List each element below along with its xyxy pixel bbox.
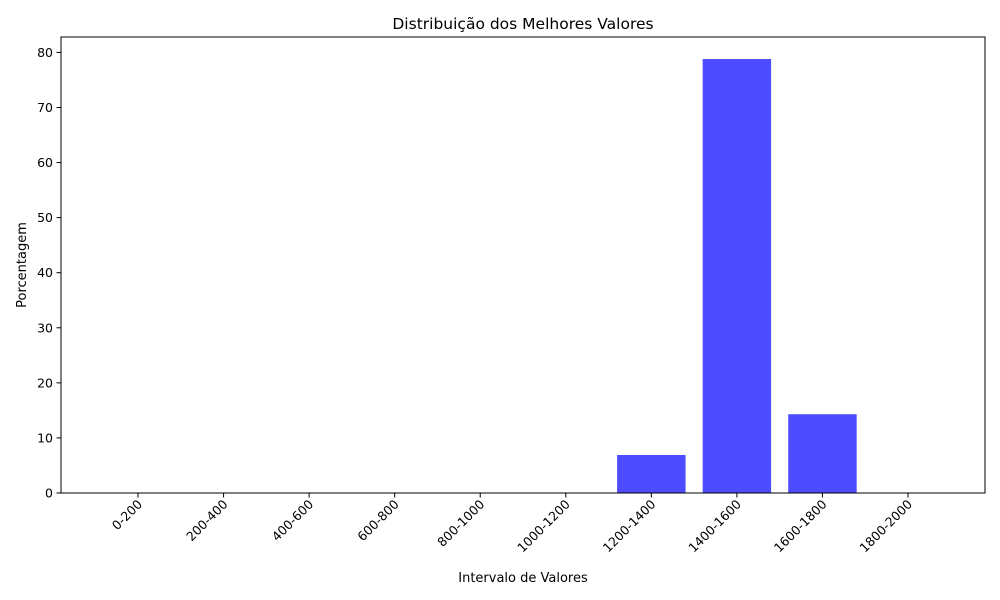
x-tick-label-1200-1400: 1200-1400 — [600, 496, 659, 555]
y-tick-label-70: 70 — [37, 100, 53, 115]
y-tick-label-60: 60 — [37, 155, 53, 170]
y-tick-label-80: 80 — [37, 45, 53, 60]
x-tick-label-1400-1600: 1400-1600 — [685, 496, 744, 555]
y-axis-label: Porcentagem — [15, 222, 30, 308]
y-axis: 0 10 20 30 40 50 60 70 80 — [37, 45, 61, 501]
y-tick-label-50: 50 — [37, 210, 53, 225]
x-tick-label-400-600: 400-600 — [269, 496, 317, 544]
plot-frame — [60, 36, 986, 494]
y-tick-label-10: 10 — [37, 430, 53, 445]
x-axis-label: Intervalo de Valores — [458, 571, 588, 586]
bar-1600-1800 — [788, 414, 857, 493]
chart-title: Distribuição dos Melhores Valores — [392, 15, 653, 33]
x-tick-label-1800-2000: 1800-2000 — [856, 496, 915, 555]
y-tick-label-30: 30 — [37, 320, 53, 335]
y-tick-label-40: 40 — [37, 265, 53, 280]
bars-group — [617, 59, 857, 493]
y-tick-label-0: 0 — [45, 486, 53, 501]
y-tick-label-20: 20 — [37, 375, 53, 390]
x-tick-label-200-400: 200-400 — [183, 496, 231, 544]
x-tick-label-600-800: 600-800 — [354, 496, 402, 544]
x-tick-label-1000-1200: 1000-1200 — [514, 496, 573, 555]
x-tick-label-800-1000: 800-1000 — [434, 496, 487, 549]
x-axis: 0-200 200-400 400-600 600-800 800-1000 1000-1… — [109, 493, 915, 555]
bar-1200-1400 — [617, 455, 686, 493]
x-tick-label-0-200: 0-200 — [109, 496, 145, 532]
x-tick-label-1600-1800: 1600-1800 — [771, 496, 830, 555]
bar-1400-1600 — [702, 59, 772, 493]
